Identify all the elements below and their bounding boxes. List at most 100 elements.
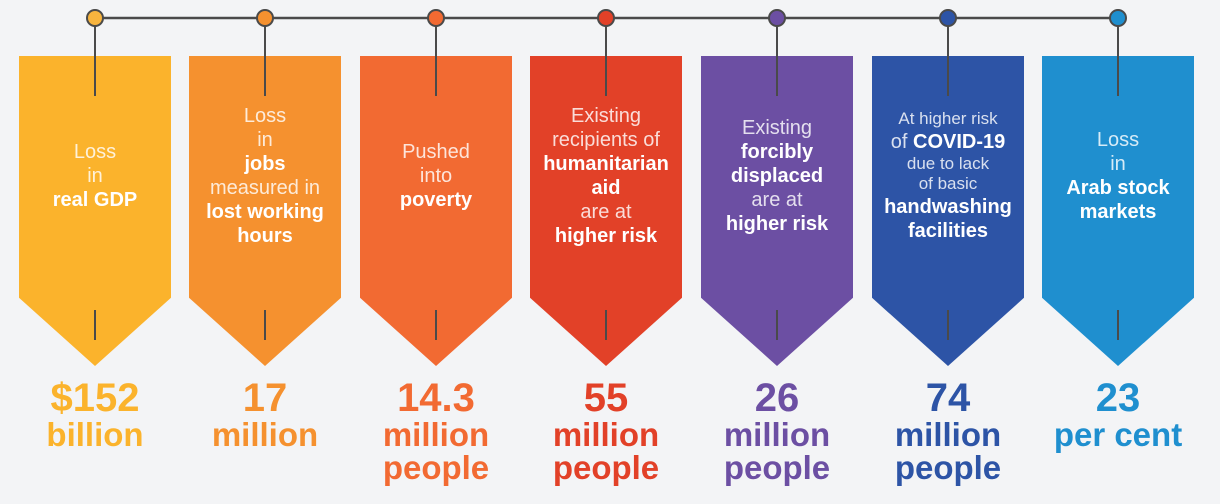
description-line: Arab stock (1066, 177, 1170, 199)
description-line: Pushed (402, 141, 470, 163)
card-banner: Pushed into poverty (360, 56, 512, 366)
description-line: higher risk (725, 213, 829, 235)
description-line: displaced (730, 165, 824, 187)
value-unit: million (552, 416, 660, 453)
description-line: forcibly (740, 141, 814, 163)
banner-top-tick (264, 56, 266, 96)
description-line: into (419, 165, 453, 187)
card-value: 55 million people (520, 378, 692, 484)
indicator-card: Pushed into poverty 14.3 million people (360, 56, 512, 504)
banner-bottom-tick (947, 310, 949, 340)
banner-top-tick (605, 56, 607, 96)
description-line: hours (237, 225, 293, 247)
description-line: facilities (907, 219, 989, 242)
description-line: recipients of (552, 129, 660, 151)
banner-bottom-tick (605, 310, 607, 340)
value-unit: per cent (1053, 416, 1183, 453)
description-line: Existing (570, 105, 642, 127)
value-unit: million (894, 416, 1002, 453)
value-number: $152 (50, 376, 140, 420)
description-line: markets (1079, 201, 1157, 223)
value-number: 55 (583, 376, 629, 420)
banner-top-tick (1117, 56, 1119, 96)
card-description: Existing recipients of humanitarian aid are … (534, 56, 678, 296)
description-line: Loss (1096, 129, 1140, 151)
card-banner: Loss in jobs measured in lost working hours (189, 56, 341, 366)
banner-top-tick (947, 56, 949, 96)
value-unit: million (211, 416, 319, 453)
card-description: Existing forcibly displaced are at higher ri… (705, 56, 849, 296)
indicator-card: Loss in real GDP $152 billion (19, 56, 171, 504)
value-unit: people (382, 449, 490, 486)
banner-bottom-tick (1117, 310, 1119, 340)
value-unit: million (723, 416, 831, 453)
timeline-dot (1109, 9, 1127, 27)
timeline-dot (256, 9, 274, 27)
value-number: 23 (1095, 376, 1141, 420)
description-line: are at (580, 201, 632, 223)
card-value: $152 billion (9, 378, 181, 451)
card-description: Loss in Arab stock markets (1046, 56, 1190, 296)
indicator-card: At higher risk of COVID-19 due to lack of b… (872, 56, 1024, 504)
description-line: higher risk (554, 225, 658, 247)
card-banner: At higher risk of COVID-19 due to lack of b… (872, 56, 1024, 366)
card-value: 17 million (179, 378, 351, 451)
description-line: jobs (244, 153, 286, 175)
value-number: 14.3 (397, 376, 475, 420)
description-line: aid (591, 177, 621, 199)
description-line: in (87, 165, 103, 187)
value-unit: people (894, 449, 1002, 486)
banner-top-tick (776, 56, 778, 96)
card-description: Loss in jobs measured in lost working hours (193, 56, 337, 296)
timeline-dot (427, 9, 445, 27)
description-line: in (257, 129, 273, 151)
value-unit: people (723, 449, 831, 486)
timeline-dot (597, 9, 615, 27)
banner-top-tick (94, 56, 96, 96)
value-number: 74 (925, 376, 971, 420)
description-line: handwashing (884, 195, 1012, 218)
card-banner: Existing forcibly displaced are at higher ri… (701, 56, 853, 366)
banner-top-tick (435, 56, 437, 96)
description-line: Loss (73, 141, 117, 163)
card-description: Loss in real GDP (23, 56, 167, 296)
banner-bottom-tick (435, 310, 437, 340)
card-value: 23 per cent (1032, 378, 1204, 451)
description-line: due to lack (906, 153, 990, 173)
timeline-dot (939, 9, 957, 27)
indicator-card: Loss in Arab stock markets 23 per cent (1042, 56, 1194, 504)
indicator-card: Existing recipients of humanitarian aid are … (530, 56, 682, 504)
banner-bottom-tick (776, 310, 778, 340)
card-description: At higher risk of COVID-19 due to lack of b… (876, 56, 1020, 296)
banner-bottom-tick (264, 310, 266, 340)
value-number: 26 (754, 376, 800, 420)
value-unit: million (382, 416, 490, 453)
card-banner: Loss in real GDP (19, 56, 171, 366)
description-line: Existing (741, 117, 813, 139)
description-line: are at (751, 189, 803, 211)
description-line: of COVID-19 (890, 130, 1006, 153)
description-line: poverty (399, 189, 473, 211)
description-line: real GDP (52, 189, 138, 211)
description-line: humanitarian (543, 153, 669, 175)
card-banner: Loss in Arab stock markets (1042, 56, 1194, 366)
value-unit: people (552, 449, 660, 486)
indicator-card: Loss in jobs measured in lost working hours 17… (189, 56, 341, 504)
card-description: Pushed into poverty (364, 56, 508, 296)
card-value: 74 million people (862, 378, 1034, 484)
card-value: 14.3 million people (350, 378, 522, 484)
description-line: At higher risk (898, 109, 998, 129)
indicator-card: Existing forcibly displaced are at higher ri… (701, 56, 853, 504)
card-banner: Existing recipients of humanitarian aid are … (530, 56, 682, 366)
banner-bottom-tick (94, 310, 96, 340)
description-line: Loss (243, 105, 287, 127)
card-value: 26 million people (691, 378, 863, 484)
timeline-dot (768, 9, 786, 27)
description-line: in (1110, 153, 1126, 175)
description-line: lost working (206, 201, 324, 223)
description-line: of basic (918, 174, 978, 194)
value-number: 17 (242, 376, 288, 420)
description-line: measured in (209, 177, 321, 199)
timeline-dot (86, 9, 104, 27)
